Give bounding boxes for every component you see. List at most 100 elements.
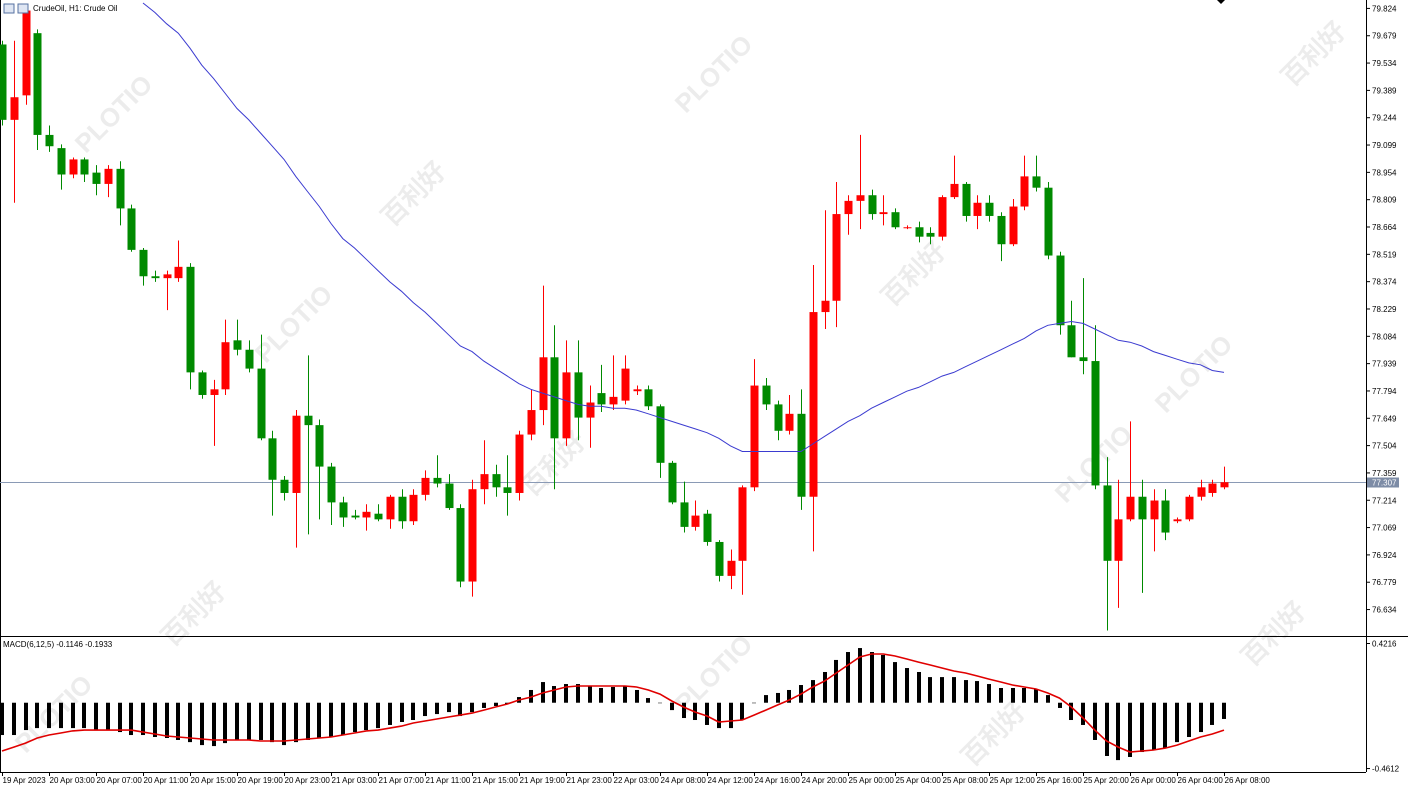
- y-tick-label: 79.389: [1372, 86, 1397, 95]
- candle-body: [1044, 187, 1053, 256]
- x-tick-label: 21 Apr 11:00: [426, 776, 471, 785]
- macd-bar: [1011, 687, 1015, 703]
- macd-bar: [599, 687, 603, 703]
- x-tick-label: 25 Apr 00:00: [849, 776, 895, 785]
- macd-bar: [188, 702, 192, 743]
- candle-body: [421, 477, 430, 495]
- candle-body: [339, 502, 348, 518]
- candle-body: [938, 197, 947, 237]
- candle-body: [597, 393, 606, 405]
- axes: 79.824 79.679 79.534 79.389 79.244 79.099 78.9…: [2, 0, 1400, 785]
- candle-body: [233, 340, 242, 350]
- candle-body: [703, 513, 712, 542]
- y-tick-label: 78.229: [1372, 305, 1397, 314]
- macd-bar: [353, 702, 357, 733]
- candle-body: [762, 385, 771, 405]
- candle-body: [891, 212, 900, 228]
- candle-body: [174, 266, 183, 279]
- x-tick-label: 19 Apr 2023: [3, 776, 47, 785]
- x-tick-label: 25 Apr 04:00: [896, 776, 942, 785]
- x-tick-label: 26 Apr 08:00: [1225, 776, 1271, 785]
- macd-bar: [94, 702, 98, 731]
- macd-bar: [212, 702, 216, 747]
- macd-bar: [1116, 702, 1120, 761]
- macd-bar: [259, 702, 263, 740]
- macd-bar: [364, 702, 368, 731]
- macd-bar: [623, 686, 627, 703]
- macd-bar: [317, 702, 321, 739]
- y-tick-label: 77.069: [1372, 524, 1397, 533]
- candle-body: [797, 413, 806, 497]
- macd-bar: [435, 702, 439, 715]
- chart-icon[interactable]: [17, 3, 29, 14]
- candle-body: [362, 511, 371, 518]
- y-tick-label: 79.824: [1372, 4, 1397, 13]
- macd-bar: [940, 677, 944, 703]
- macd-label: MACD(6,12,5) -0.1146 -0.1933: [3, 640, 113, 649]
- symbol-icon[interactable]: [3, 3, 15, 14]
- candle-body: [304, 415, 313, 426]
- macd-bar: [564, 684, 568, 703]
- macd-bar: [1093, 702, 1097, 740]
- macd-bar: [1222, 702, 1226, 719]
- candle-body: [221, 342, 230, 390]
- macd-bar: [129, 702, 133, 736]
- macd-bar: [952, 677, 956, 703]
- candle-body: [503, 487, 512, 493]
- macd-bar: [106, 702, 110, 731]
- candle-body: [116, 168, 125, 209]
- macd-bar: [482, 702, 486, 708]
- last-price-label: 77.307: [1372, 479, 1397, 488]
- candle-body: [562, 372, 571, 439]
- candle-body: [915, 227, 924, 237]
- candle-body: [997, 215, 1006, 245]
- x-tick-label: 21 Apr 07:00: [379, 776, 425, 785]
- candle-body: [245, 349, 254, 369]
- macd-bar: [917, 671, 921, 703]
- x-tick-label: 20 Apr 23:00: [285, 776, 331, 785]
- macd-bar: [1152, 702, 1156, 751]
- candle-body: [69, 159, 78, 175]
- macd-bar: [635, 689, 639, 703]
- y2-tick-label: 0.4216: [1372, 640, 1397, 649]
- y-tick-label: 77.359: [1372, 469, 1397, 478]
- candle-body: [821, 300, 830, 313]
- macd-bar: [1069, 702, 1073, 721]
- candle-body: [550, 357, 559, 439]
- x-tick-label: 24 Apr 20:00: [802, 776, 848, 785]
- x-tick-label: 22 Apr 03:00: [614, 776, 660, 785]
- candle-body: [515, 434, 524, 493]
- candle-body: [644, 389, 653, 407]
- macd-bar: [35, 702, 39, 729]
- price-panel: [0, 2, 1366, 631]
- macd-bar: [388, 702, 392, 725]
- candle-body: [985, 202, 994, 216]
- macd-bar: [881, 654, 885, 703]
- macd-bar: [1034, 688, 1038, 703]
- macd-bar: [670, 702, 674, 711]
- candle-body: [1197, 487, 1206, 497]
- x-tick-label: 26 Apr 04:00: [1178, 776, 1224, 785]
- macd-bar: [1163, 702, 1167, 749]
- macd-bar: [682, 702, 686, 719]
- macd-bar: [729, 702, 733, 729]
- macd-bar: [811, 680, 815, 703]
- macd-bar: [1128, 702, 1132, 757]
- macd-bar: [400, 702, 404, 722]
- x-tick-label: 25 Apr 12:00: [990, 776, 1036, 785]
- candle-body: [574, 372, 583, 418]
- candle-body: [973, 202, 982, 216]
- macd-bar: [141, 702, 145, 736]
- macd-bar: [423, 702, 427, 717]
- macd-bar: [71, 702, 75, 729]
- macd-bar: [294, 702, 298, 743]
- macd-bar: [47, 702, 51, 729]
- macd-bar: [764, 695, 768, 703]
- candle-body: [903, 227, 912, 229]
- macd-bar: [329, 702, 333, 738]
- candle-body: [1056, 255, 1065, 326]
- macd-bar: [341, 702, 345, 736]
- macd-bar: [1175, 702, 1179, 743]
- candle-body: [1126, 496, 1135, 520]
